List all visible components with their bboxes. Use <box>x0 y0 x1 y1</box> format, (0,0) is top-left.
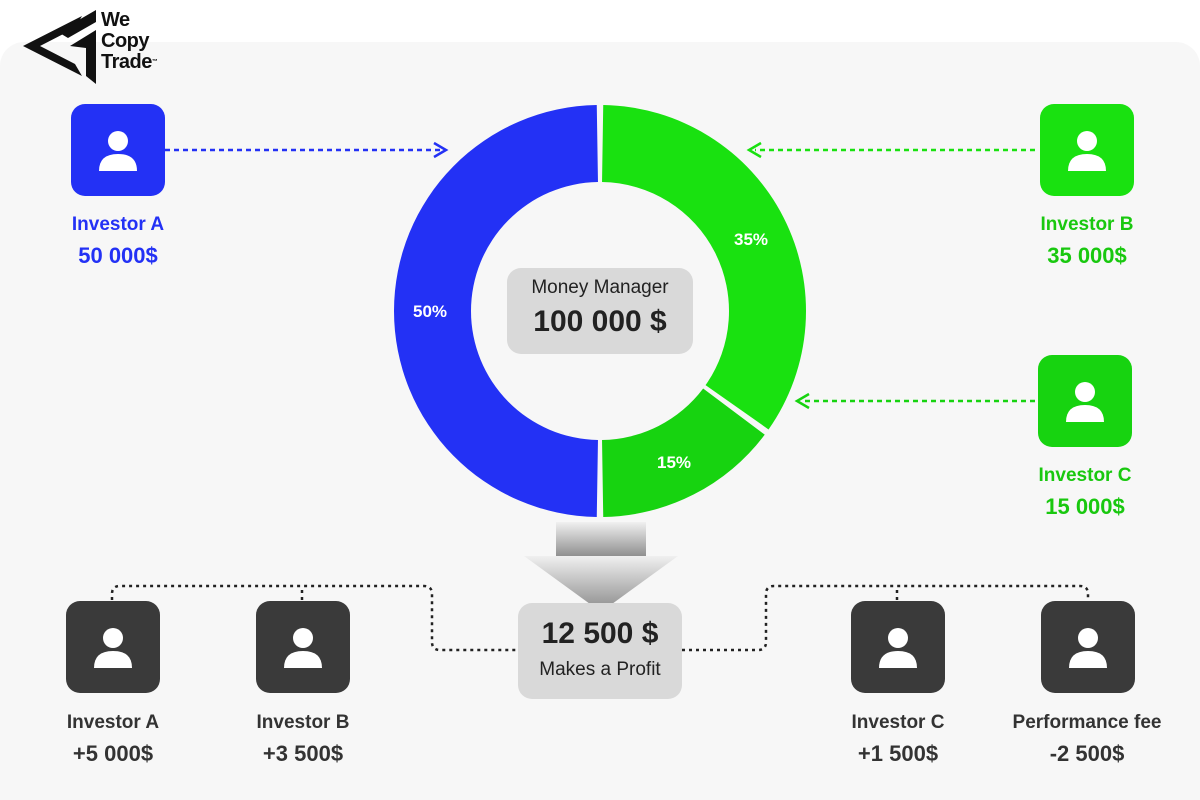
user-icon <box>284 628 322 668</box>
investor-a-avatar <box>71 104 165 196</box>
slice-label-investor-b: 35% <box>734 230 769 249</box>
bottom-investor-b-name: Investor B <box>256 712 350 733</box>
user-icon <box>1066 382 1104 422</box>
brand-line-2: Copy <box>101 30 150 52</box>
donut-chart <box>393 105 806 517</box>
bottom-investor-b-label: Investor B +3 500$ <box>203 712 403 768</box>
bottom-investor-c-amount: +1 500$ <box>857 741 939 766</box>
manager-amount: 100 000 $ <box>533 305 667 338</box>
bottom-investor-a-label: Investor A +5 000$ <box>13 712 213 768</box>
down-arrow-icon <box>524 522 678 612</box>
donut-slice-investor-b <box>602 105 806 430</box>
bottom-investor-c-name: Investor C <box>851 712 945 733</box>
bottom-investor-c-avatar <box>851 601 945 693</box>
bottom-investor-a-amount: +5 000$ <box>72 741 154 766</box>
bottom-investor-c-label: Investor C +1 500$ <box>798 712 998 768</box>
donut-slice-investor-c <box>602 388 765 517</box>
profit-amount: 12 500 $ <box>541 617 659 650</box>
brand-wordmark: We Copy Trade™ <box>101 9 158 73</box>
brand-line-1: We <box>101 9 130 31</box>
profit-box: 12 500 $ Makes a Profit <box>518 603 682 699</box>
bottom-investor-a-avatar <box>66 601 160 693</box>
bottom-investor-b-amount: +3 500$ <box>262 741 344 766</box>
investor-b-name: Investor B <box>1040 214 1134 235</box>
investor-c-amount: 15 000$ <box>1045 494 1125 519</box>
performance-fee-name: Performance fee <box>1012 712 1162 733</box>
investor-c-name: Investor C <box>1038 465 1132 486</box>
user-icon <box>1068 131 1106 171</box>
investor-a-amount: 50 000$ <box>78 243 158 268</box>
bottom-investor-b-avatar <box>256 601 350 693</box>
investor-a-label: Investor A 50 000$ <box>18 214 218 270</box>
user-icon <box>94 628 132 668</box>
user-icon <box>1069 628 1107 668</box>
slice-label-investor-c: 15% <box>657 453 692 472</box>
investor-b-avatar <box>1040 104 1134 196</box>
user-icon <box>879 628 917 668</box>
money-manager-box: Money Manager 100 000 $ <box>507 268 693 354</box>
slice-label-investor-a: 50% <box>413 302 448 321</box>
performance-fee-avatar <box>1041 601 1135 693</box>
donut-slice-investor-a <box>393 105 598 517</box>
manager-title: Money Manager <box>531 277 669 298</box>
investor-a-name: Investor A <box>71 214 165 235</box>
investor-b-amount: 35 000$ <box>1047 243 1127 268</box>
bottom-investor-a-name: Investor A <box>66 712 160 733</box>
user-icon <box>99 131 137 171</box>
performance-fee-label: Performance fee -2 500$ <box>987 712 1187 768</box>
investor-c-label: Investor C 15 000$ <box>985 465 1185 521</box>
performance-fee-amount: -2 500$ <box>1049 741 1125 766</box>
brand-line-3: Trade™ <box>101 51 158 73</box>
connector-right <box>682 584 1090 652</box>
investor-b-label: Investor B 35 000$ <box>987 214 1187 270</box>
profit-label: Makes a Profit <box>539 659 661 680</box>
wecopytrade-logo-icon <box>23 10 96 84</box>
investor-c-avatar <box>1038 355 1132 447</box>
